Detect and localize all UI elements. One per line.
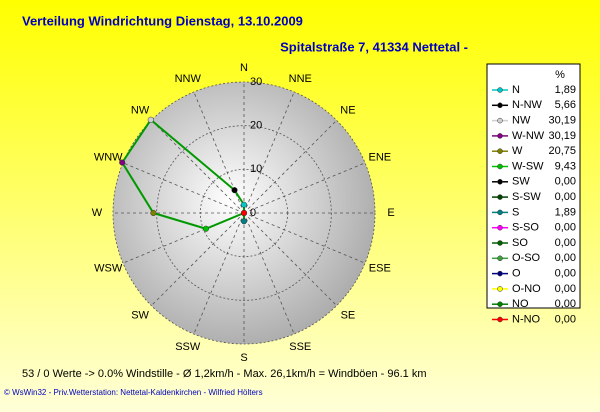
legend-marker xyxy=(497,286,503,292)
spoke xyxy=(243,120,337,214)
legend-label: W-SW xyxy=(512,160,544,172)
legend-value: 1,89 xyxy=(555,206,576,218)
legend-header: % xyxy=(555,69,565,81)
direction-label: ESE xyxy=(369,262,391,274)
grid-ring xyxy=(199,168,289,258)
legend-value: 0,00 xyxy=(555,191,576,203)
legend-value: 9,43 xyxy=(555,160,576,172)
direction-label: NE xyxy=(340,104,355,116)
legend-marker xyxy=(497,194,503,200)
legend-marker xyxy=(497,133,503,139)
legend-label: O-SO xyxy=(512,252,541,264)
legend-marker xyxy=(497,316,503,323)
legend-label: N-NW xyxy=(512,99,543,111)
r-tick-label: 0 xyxy=(250,207,256,219)
legend-value: 0,00 xyxy=(555,237,576,249)
legend-marker xyxy=(497,240,503,246)
direction-label: WNW xyxy=(94,151,123,163)
grid-ring xyxy=(112,81,376,345)
spoke xyxy=(122,162,245,214)
footer-stats: 53 / 0 Werte -> 0.0% Windstille - Ø 1,2k… xyxy=(22,368,427,380)
legend-label: S-SW xyxy=(512,191,541,203)
spoke xyxy=(151,212,245,306)
spoke xyxy=(193,91,245,214)
spoke xyxy=(243,212,337,306)
spoke xyxy=(243,212,366,264)
data-point xyxy=(150,209,157,217)
footer-credits: © WsWin32 - Priv.Wetterstation: Nettetal… xyxy=(4,388,263,397)
direction-label: ENE xyxy=(368,151,391,163)
direction-label: SW xyxy=(131,309,149,321)
legend-value: 0,00 xyxy=(555,268,576,280)
data-point xyxy=(240,209,248,217)
direction-label: NNE xyxy=(289,73,312,85)
legend-marker xyxy=(497,148,503,154)
spoke xyxy=(122,212,245,264)
data-point xyxy=(231,187,238,194)
spoke xyxy=(193,212,245,335)
legend-marker xyxy=(497,301,503,307)
legend-label: SW xyxy=(512,176,530,188)
r-tick-label: 30 xyxy=(250,76,262,88)
legend-marker xyxy=(497,102,503,109)
direction-label: WSW xyxy=(94,262,123,274)
legend-value: 0,00 xyxy=(555,313,576,325)
r-tick-label: 10 xyxy=(250,163,262,175)
legend-value: 0,00 xyxy=(555,252,576,264)
wind-line xyxy=(121,118,245,230)
legend-value: 30,19 xyxy=(548,115,576,127)
data-point xyxy=(119,159,126,166)
spoke xyxy=(243,91,295,214)
direction-label: E xyxy=(387,207,394,219)
legend-label: O xyxy=(512,268,521,280)
direction-label: SSW xyxy=(175,341,201,353)
direction-label: S xyxy=(240,352,247,364)
legend-marker xyxy=(497,224,503,231)
legend-value: 5,66 xyxy=(555,99,576,111)
legend-label: N xyxy=(512,84,520,96)
legend-marker xyxy=(497,179,503,185)
legend-label: SO xyxy=(512,237,528,249)
chart-subtitle: Spitalstraße 7, 41334 Nettetal - xyxy=(280,39,468,54)
legend-label: S-SO xyxy=(512,222,539,234)
legend-label: NW xyxy=(512,115,531,127)
spoke xyxy=(243,162,366,214)
data-point xyxy=(202,225,210,232)
legend-marker xyxy=(497,163,503,170)
legend-label: O-NO xyxy=(512,283,541,295)
direction-label: N xyxy=(240,62,248,74)
legend-value: 0,00 xyxy=(555,298,576,310)
legend-value: 20,75 xyxy=(548,145,576,157)
legend-label: S xyxy=(512,206,519,218)
direction-label: NNW xyxy=(175,73,202,85)
r-tick-label: 20 xyxy=(250,120,262,132)
chart-title: Verteilung Windrichtung Dienstag, 13.10.… xyxy=(22,13,303,28)
data-point xyxy=(240,201,248,208)
legend-label: W-NW xyxy=(512,130,545,142)
legend-marker xyxy=(497,209,503,216)
spoke xyxy=(151,120,245,214)
data-point xyxy=(240,218,248,225)
direction-label: W xyxy=(92,207,103,219)
legend-value: 0,00 xyxy=(555,176,576,188)
legend-label: W xyxy=(512,145,523,157)
direction-label: SE xyxy=(341,309,356,321)
spoke xyxy=(243,212,295,335)
legend-value: 0,00 xyxy=(555,283,576,295)
legend-marker xyxy=(497,255,503,262)
legend-marker xyxy=(497,270,503,277)
data-point xyxy=(147,116,154,123)
legend-label: NO xyxy=(512,298,529,310)
legend-value: 30,19 xyxy=(548,130,576,142)
legend-label: N-NO xyxy=(512,313,541,325)
legend-value: 0,00 xyxy=(555,222,576,234)
legend-marker xyxy=(497,87,503,93)
direction-label: SSE xyxy=(289,341,311,353)
legend-marker xyxy=(497,117,503,124)
legend-value: 1,89 xyxy=(555,84,576,96)
direction-label: NW xyxy=(131,104,150,116)
